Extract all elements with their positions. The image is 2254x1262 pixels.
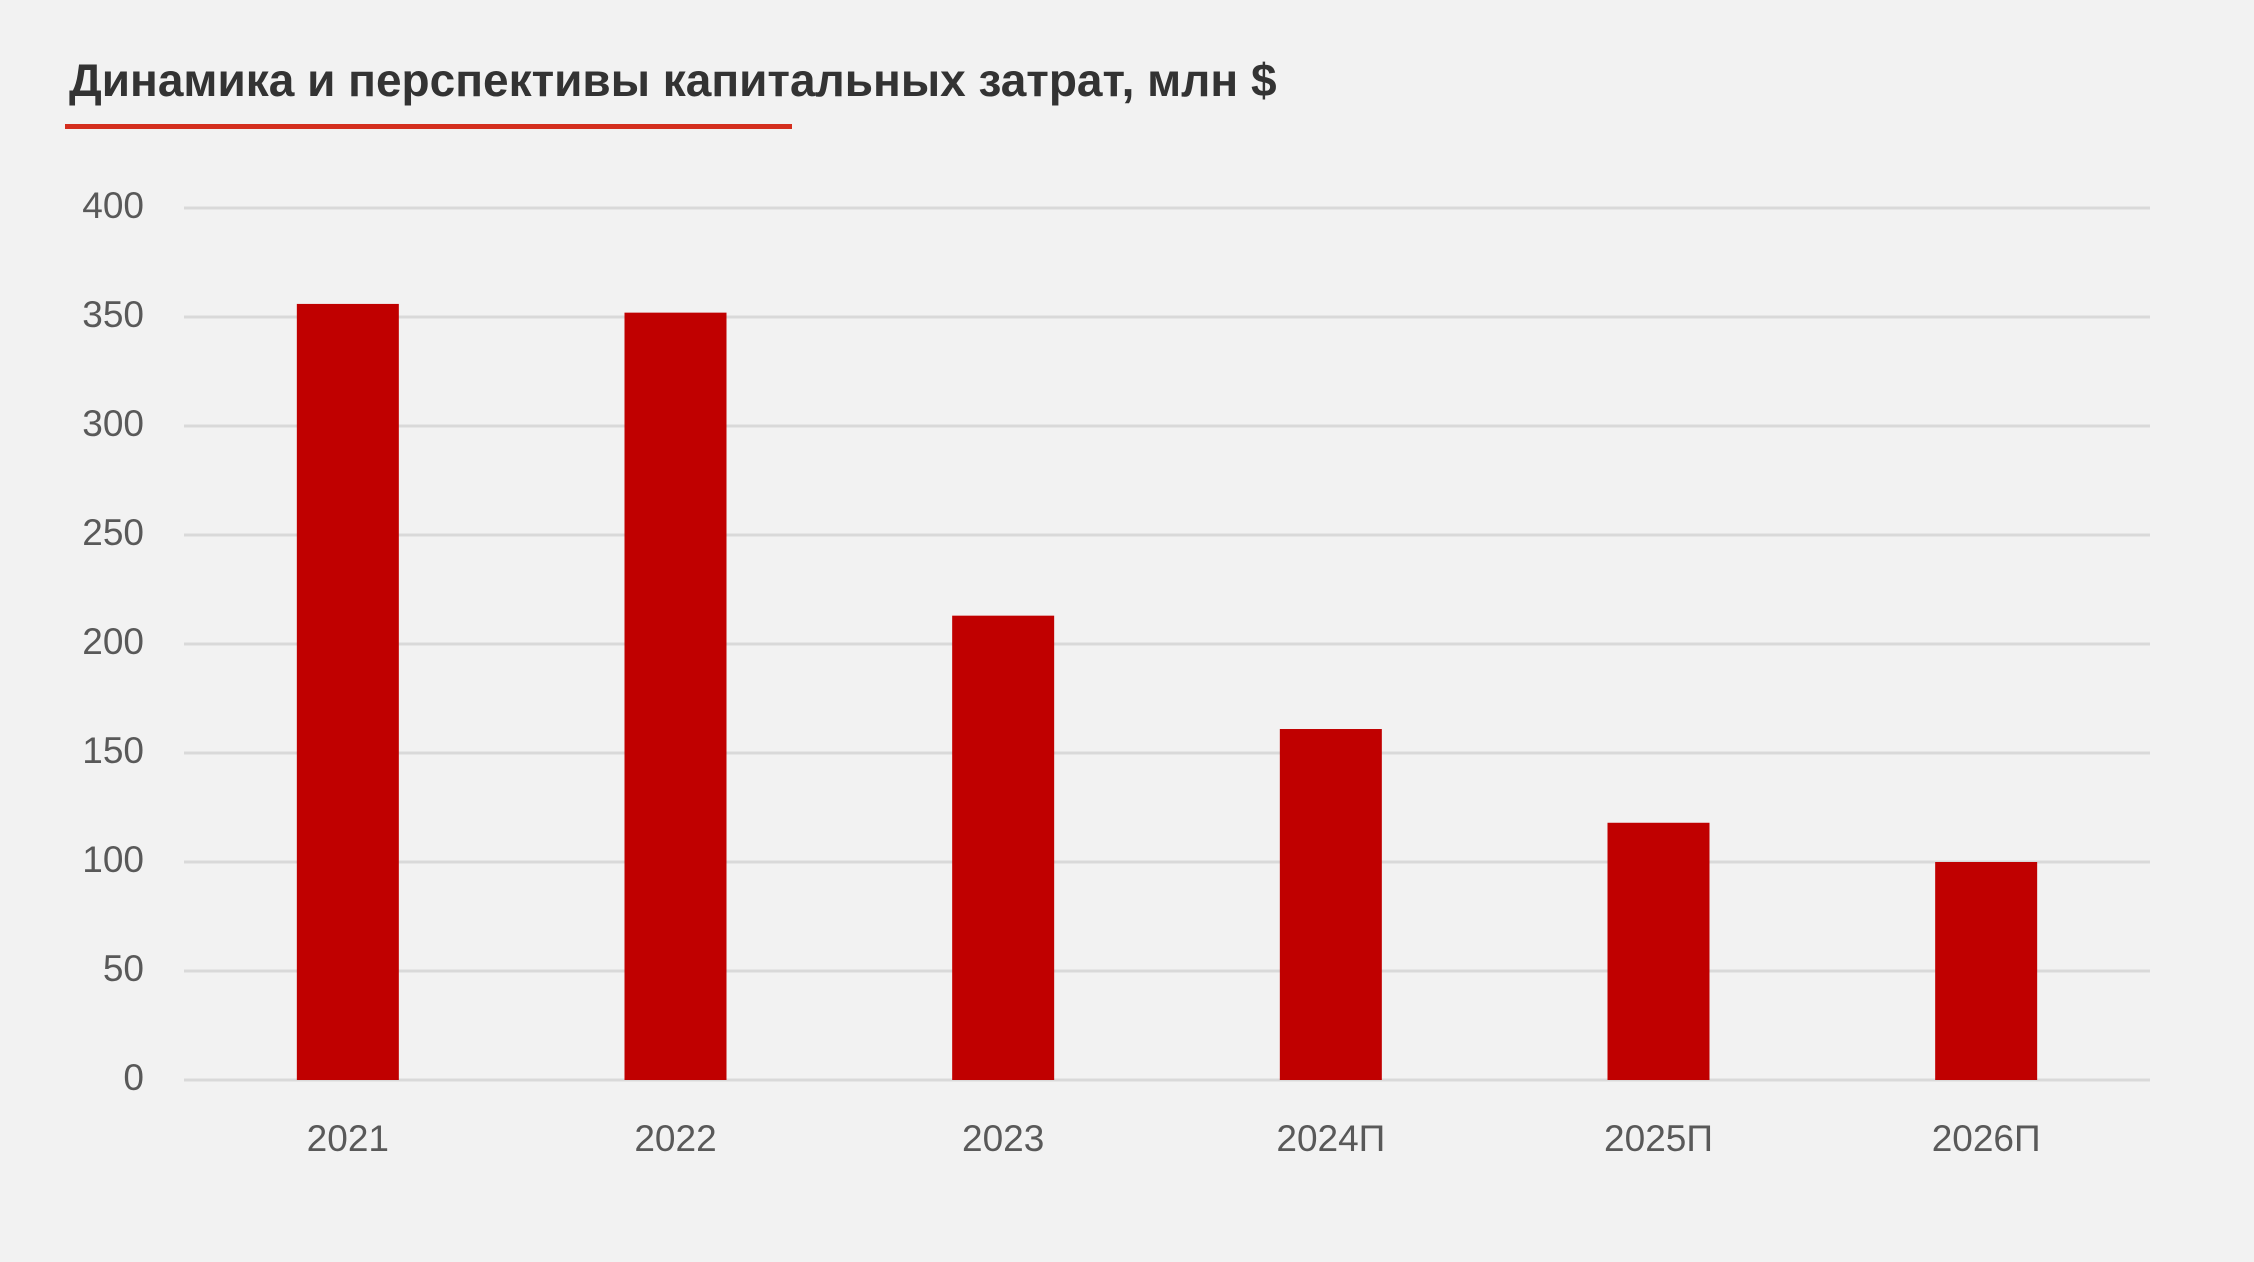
title-underline [65,124,792,129]
y-tick-label: 300 [82,403,144,444]
y-tick-label: 50 [103,948,144,989]
bar [296,303,399,1080]
y-tick-label: 0 [123,1057,144,1098]
bar [624,312,727,1080]
y-tick-label: 150 [82,730,144,771]
y-tick-label: 100 [82,839,144,880]
y-tick-label: 350 [82,294,144,335]
chart-title: Динамика и перспективы капитальных затра… [69,54,1277,106]
bar [952,615,1055,1080]
bar [1607,822,1710,1080]
y-tick-label: 200 [82,621,144,662]
x-tick-label: 2025П [1604,1118,1713,1159]
x-tick-label: 2024П [1276,1118,1385,1159]
bar [1935,862,2038,1080]
x-tick-label: 2023 [962,1118,1044,1159]
y-tick-label: 400 [82,185,144,226]
x-tick-label: 2022 [634,1118,716,1159]
bar [1279,729,1382,1080]
x-tick-label: 2021 [307,1118,389,1159]
x-tick-label: 2026П [1932,1118,2041,1159]
y-tick-label: 250 [82,512,144,553]
